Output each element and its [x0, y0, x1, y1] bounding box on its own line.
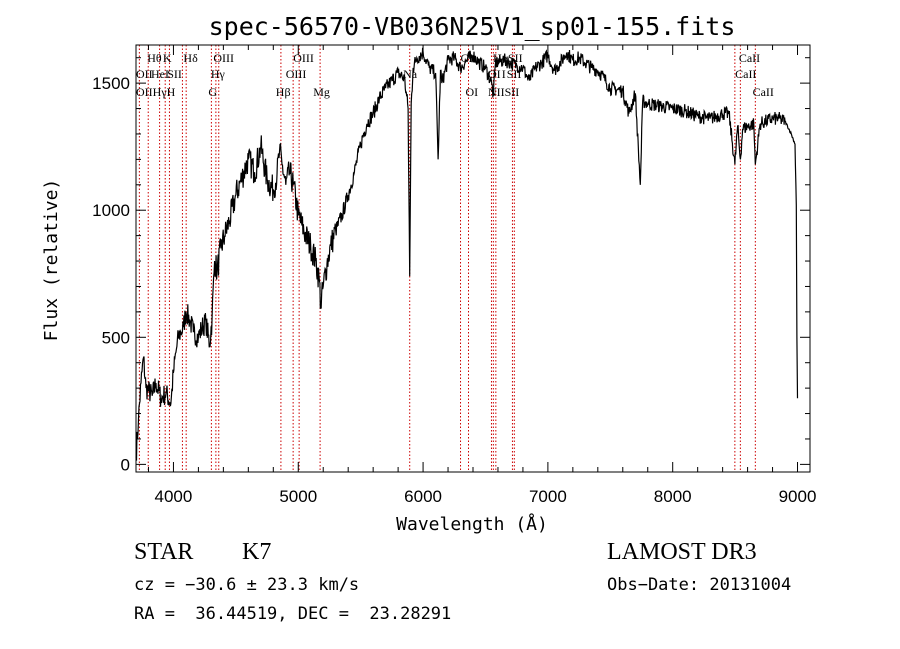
line-label: Hγ: [211, 67, 226, 81]
redshift-value: cz = −30.6 ± 23.3 km/s: [134, 575, 360, 595]
line-label: OI: [466, 85, 479, 99]
line-label: OIII: [286, 67, 307, 81]
flux-series-line: [135, 47, 799, 461]
line-label: I: [502, 67, 506, 81]
x-tick-label: 5000: [279, 487, 317, 506]
plot-frame: [135, 44, 811, 473]
y-axis-label: Flux (relative): [41, 179, 62, 342]
emission-line-markers: [138, 45, 756, 472]
line-label: Hβ: [276, 85, 291, 99]
y-tick-label: 1000: [92, 201, 130, 220]
line-label: G: [208, 85, 217, 99]
x-tick-label: 9000: [779, 487, 817, 506]
x-axis: 4000 5000 6000 7000 8000 9000: [147, 45, 817, 506]
line-label: OIII: [293, 51, 314, 65]
line-label: NIISII: [488, 85, 519, 99]
line-label: CaII: [735, 67, 756, 81]
object-subclass: K7: [242, 539, 272, 565]
line-label: Mg: [313, 85, 330, 99]
line-label: Hδ: [183, 51, 198, 65]
y-axis: 0 500 1000 1500: [92, 57, 810, 474]
line-label: HeI: [151, 67, 169, 81]
y-tick-label: 0: [121, 455, 130, 474]
x-tick-label: 6000: [404, 487, 442, 506]
y-tick-label: 1500: [92, 74, 130, 93]
line-label: OIII: [213, 51, 234, 65]
line-label: OII: [136, 67, 153, 81]
x-tick-label: 4000: [155, 487, 193, 506]
x-tick-label: 8000: [654, 487, 692, 506]
line-label: OIIHγH: [136, 85, 176, 99]
line-label: K: [163, 51, 172, 65]
line-label: CaII: [739, 51, 760, 65]
line-label: SII: [167, 67, 182, 81]
y-tick-label: 500: [102, 328, 130, 347]
survey-name: LAMOST DR3: [607, 539, 757, 565]
x-tick-label: 7000: [529, 487, 567, 506]
observation-date: Obs−Date: 20131004: [607, 575, 792, 595]
coordinates: RA = 36.44519, DEC = 23.28291: [134, 604, 452, 624]
line-label: CaII: [753, 85, 774, 99]
object-type: STAR: [134, 539, 194, 565]
chart-title: spec-56570-VB036N25V1_sp01-155.fits: [209, 12, 736, 41]
x-axis-label: Wavelength (Å): [396, 513, 548, 535]
line-label: Hθ: [147, 51, 162, 65]
